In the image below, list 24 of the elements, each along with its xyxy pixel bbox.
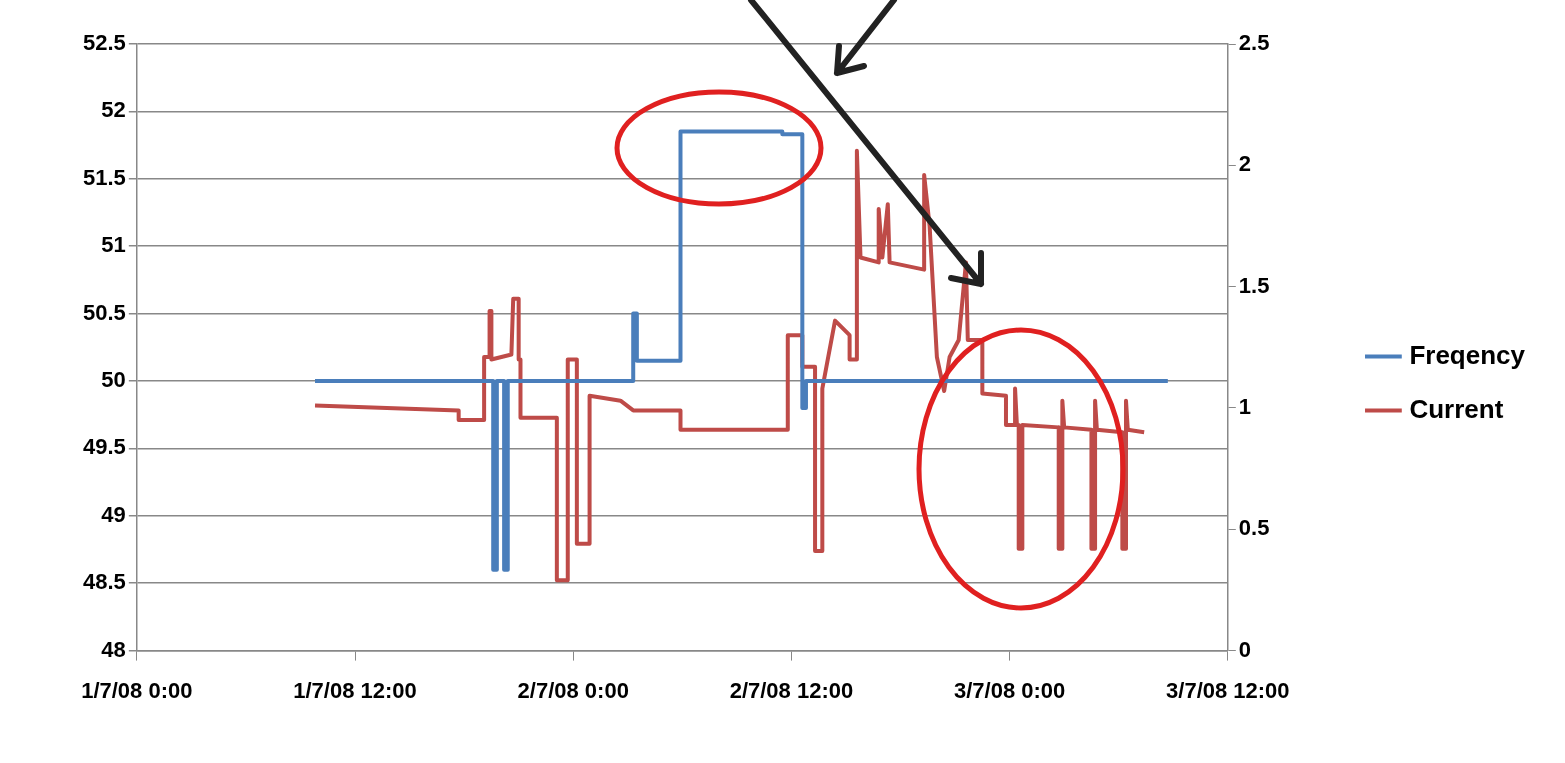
y-tick-label: 51.5 — [82, 164, 126, 190]
x-tick-label: 3/7/08 12:00 — [1166, 677, 1290, 703]
y-tick-label: 48.5 — [82, 569, 126, 595]
legend-label: Current — [1409, 393, 1504, 424]
y-tick-label: 49.5 — [82, 434, 126, 460]
y-tick-label: 51 — [101, 232, 126, 258]
y2-tick-label: 1 — [1238, 394, 1252, 420]
y-tick-label: 48 — [101, 636, 126, 662]
x-tick-label: 3/7/08 0:00 — [953, 677, 1066, 703]
legend-label: Freqency — [1409, 339, 1526, 370]
y-tick-label: 50.5 — [82, 299, 126, 325]
y2-tick-label: 2 — [1238, 151, 1252, 177]
y-tick-label: 52 — [101, 97, 126, 123]
y2-tick-label: 0 — [1238, 636, 1252, 662]
y2-tick-label: 0.5 — [1238, 515, 1270, 541]
x-tick-label: 1/7/08 0:00 — [81, 677, 193, 703]
y2-tick-label: 1.5 — [1238, 272, 1270, 298]
x-tick-label: 2/7/08 0:00 — [517, 677, 629, 703]
y-tick-label: 52.5 — [82, 30, 126, 56]
y-tick-label: 50 — [101, 367, 126, 393]
y2-tick-label: 2.5 — [1238, 30, 1270, 56]
x-tick-label: 1/7/08 12:00 — [293, 677, 417, 703]
y-tick-label: 49 — [101, 501, 126, 527]
x-tick-label: 2/7/08 12:00 — [729, 677, 854, 703]
